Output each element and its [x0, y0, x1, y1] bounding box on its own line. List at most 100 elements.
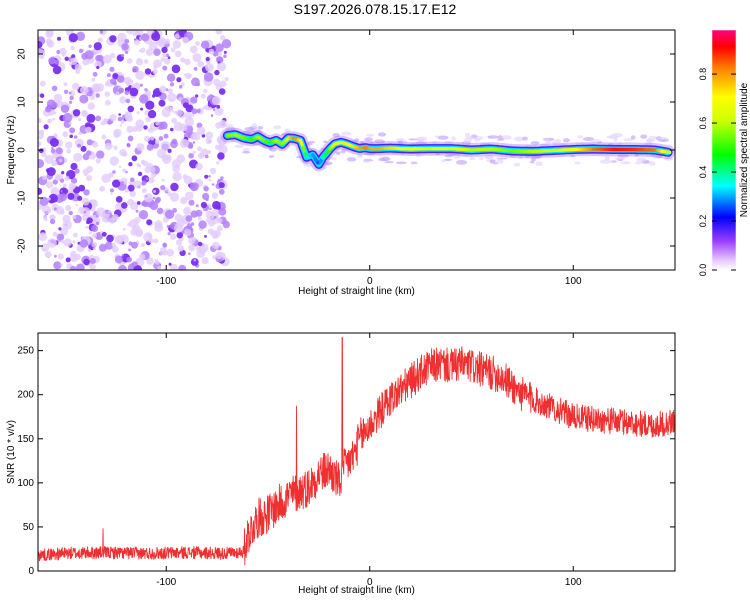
- noise-dot: [105, 100, 111, 106]
- y-tick-label: 50: [23, 522, 35, 533]
- noise-dot: [195, 210, 202, 217]
- noise-dot: [170, 192, 179, 201]
- noise-dot: [154, 239, 159, 244]
- noise-dot: [69, 33, 78, 42]
- halo-dot: [543, 139, 550, 141]
- noise-dot: [135, 119, 144, 128]
- halo-dot: [273, 125, 281, 129]
- noise-dot: [93, 248, 96, 251]
- noise-dot: [155, 259, 159, 263]
- halo-dot: [435, 136, 439, 138]
- noise-dot: [35, 188, 42, 195]
- noise-dot: [160, 121, 168, 129]
- noise-dot: [217, 218, 222, 223]
- noise-dot: [62, 189, 65, 192]
- noise-dot: [78, 118, 81, 121]
- noise-dot: [109, 218, 115, 224]
- halo-dot: [408, 138, 417, 140]
- noise-dot: [153, 48, 161, 56]
- noise-dot: [161, 47, 167, 53]
- noise-dot: [131, 242, 138, 249]
- noise-dot: [77, 196, 82, 201]
- noise-dot: [126, 257, 132, 263]
- noise-dot: [75, 168, 80, 173]
- noise-dot: [162, 155, 171, 164]
- noise-dot: [78, 185, 85, 192]
- halo-dot: [363, 160, 370, 162]
- noise-dot: [96, 150, 104, 158]
- noise-dot: [84, 211, 87, 214]
- noise-dot: [204, 175, 208, 179]
- noise-dot: [153, 197, 156, 200]
- noise-dot: [126, 99, 131, 104]
- noise-dot: [136, 58, 143, 65]
- noise-dot: [99, 186, 105, 192]
- noise-dot: [35, 41, 43, 49]
- colorbar-tick-label: 0.2: [698, 215, 708, 228]
- noise-dot: [80, 86, 89, 95]
- halo-dot: [574, 161, 580, 164]
- y-tick-label: 0: [17, 147, 28, 153]
- noise-dot: [191, 108, 197, 114]
- noise-dot: [203, 106, 206, 109]
- noise-dot: [56, 147, 63, 154]
- noise-dot: [64, 90, 68, 94]
- noise-dot: [216, 161, 219, 164]
- noise-dot: [80, 239, 89, 248]
- noise-dot: [69, 101, 72, 104]
- noise-dot: [184, 73, 187, 76]
- noise-dot: [222, 39, 231, 48]
- noise-dot: [141, 243, 145, 247]
- noise-dot: [196, 204, 199, 207]
- noise-dot: [50, 138, 59, 147]
- noise-dot: [191, 222, 195, 226]
- noise-dot: [81, 146, 87, 152]
- noise-dot: [128, 136, 134, 142]
- noise-dot: [65, 142, 72, 149]
- noise-dot: [122, 169, 126, 173]
- colorbar-tick-label: 0.6: [698, 117, 708, 130]
- noise-dot: [164, 134, 169, 139]
- noise-dot: [153, 65, 157, 69]
- noise-dot: [219, 120, 227, 128]
- noise-dot: [75, 204, 78, 207]
- noise-dot: [116, 196, 123, 203]
- noise-dot: [142, 182, 146, 186]
- noise-dot: [149, 238, 154, 243]
- noise-dot: [70, 58, 77, 65]
- halo-dot: [476, 136, 483, 140]
- noise-dot: [122, 151, 127, 156]
- noise-dot: [109, 67, 114, 72]
- noise-dot: [54, 60, 59, 65]
- noise-dot: [162, 108, 171, 117]
- noise-dot: [135, 82, 139, 86]
- noise-dot: [159, 100, 166, 107]
- noise-dot: [112, 180, 120, 188]
- noise-dot: [202, 193, 209, 200]
- noise-dot: [85, 127, 92, 134]
- noise-dot: [130, 88, 139, 97]
- noise-dot: [72, 83, 80, 91]
- noise-dot: [180, 139, 189, 148]
- noise-dot: [41, 152, 46, 157]
- noise-dot: [106, 235, 114, 243]
- noise-dot: [81, 111, 88, 118]
- noise-dot: [82, 198, 90, 206]
- noise-dot: [146, 177, 149, 180]
- noise-dot: [139, 94, 148, 103]
- noise-dot: [44, 218, 47, 221]
- halo-dot: [464, 138, 472, 143]
- x-axis-label: Height of straight line (km): [298, 286, 415, 297]
- noise-dot: [172, 110, 174, 112]
- noise-dot: [102, 135, 107, 140]
- noise-dot: [63, 238, 71, 246]
- noise-dot: [171, 47, 176, 52]
- noise-dot: [193, 53, 202, 62]
- noise-dot: [37, 118, 42, 123]
- y-tick-label: 250: [17, 346, 34, 357]
- noise-dot: [139, 254, 145, 260]
- y-axis-label: Frequency (Hz): [6, 116, 17, 185]
- noise-dot: [35, 159, 44, 168]
- noise-dot: [105, 143, 112, 150]
- noise-dot: [65, 205, 71, 211]
